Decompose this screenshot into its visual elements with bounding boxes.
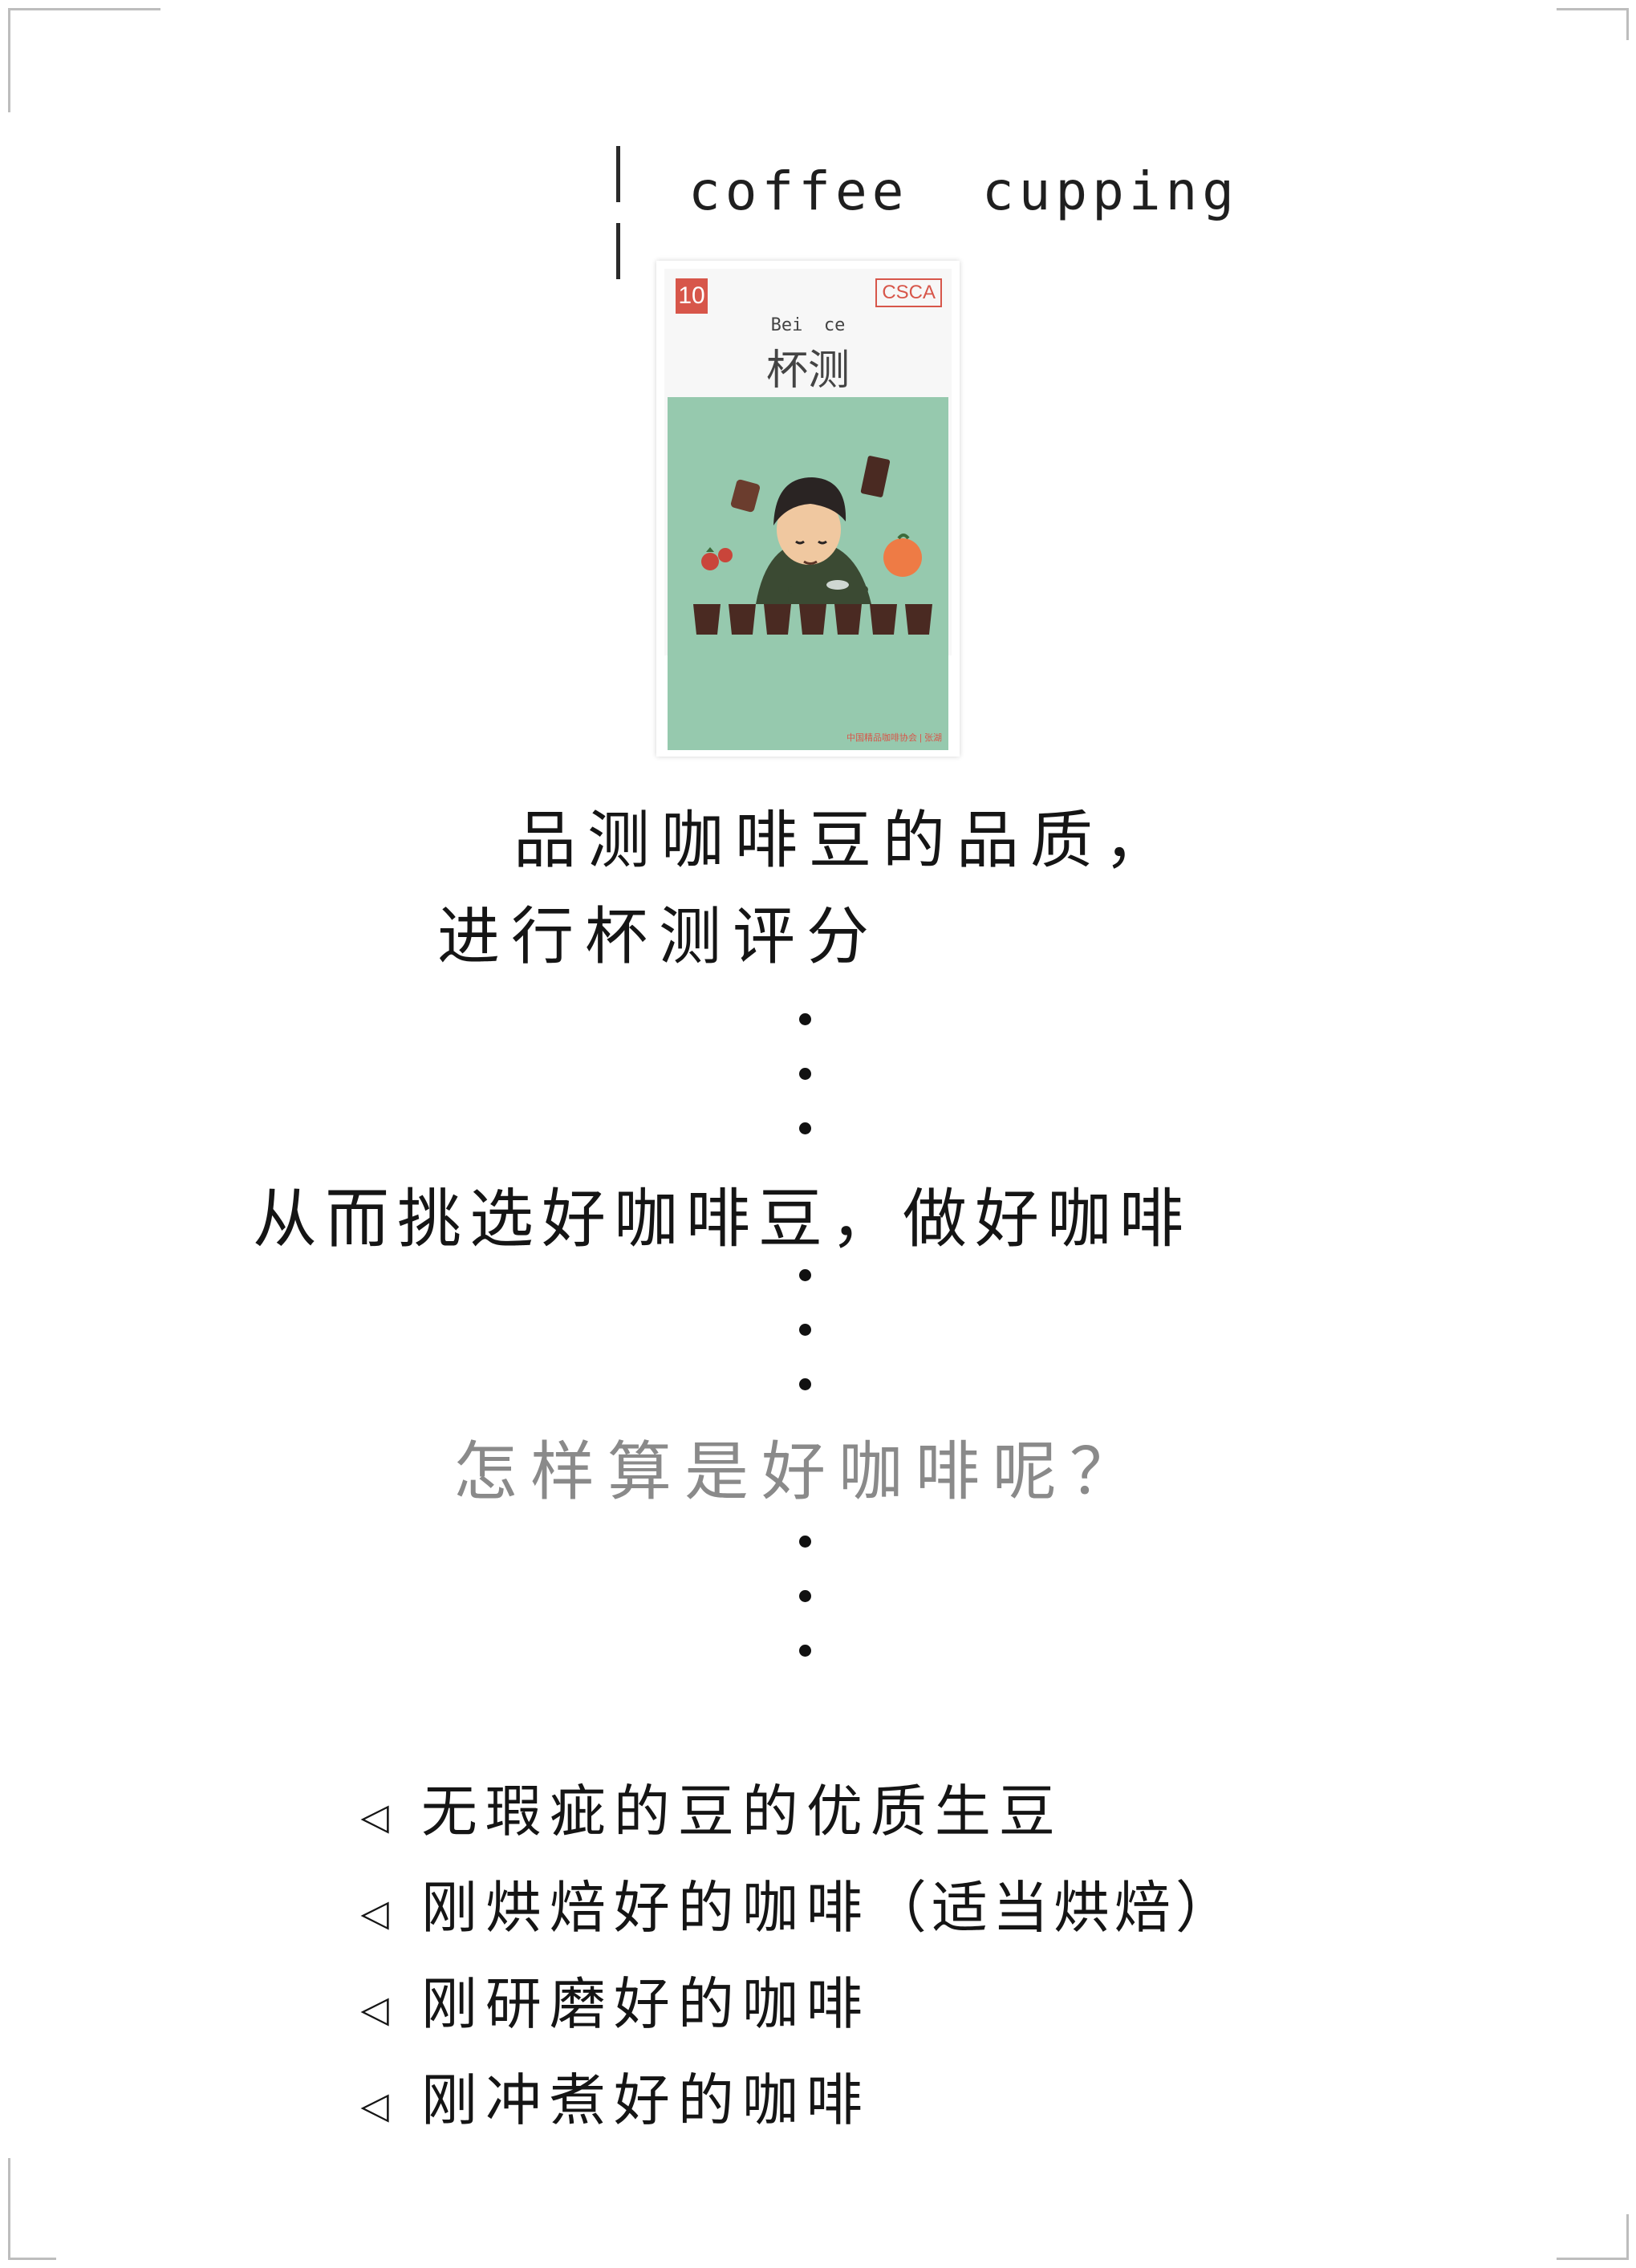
heading-bar-top: [616, 146, 620, 202]
ellipsis-dot: [799, 1536, 811, 1548]
frame-corner-bottom-left-v: [8, 2158, 10, 2260]
card-credit: 中国精品咖啡协会 | 张湖: [846, 733, 942, 743]
frame-corner-bottom-right-v: [1626, 2214, 1629, 2260]
list-item: ◁ 刚烘焙好的咖啡（适当烘焙）: [325, 1797, 1236, 1944]
frame-corner-top-right-v: [1626, 8, 1629, 40]
intro-line-2: 进行杯测评分: [437, 901, 881, 973]
triangle-bullet-icon: ◁: [360, 2083, 389, 2127]
list-item-text: 刚研磨好的咖啡: [420, 1971, 871, 2037]
frame-corner-top-left-h: [8, 8, 160, 10]
cupping-illustration: 中国精品咖啡协会 | 张湖: [668, 397, 948, 750]
card-number-badge: 10: [676, 278, 708, 314]
list-item: ◁ 刚研磨好的咖啡: [325, 1893, 871, 2040]
frame-corner-top-left-v: [8, 8, 10, 112]
frame-corner-bottom-right-h: [1557, 2258, 1629, 2260]
frame-corner-top-right-h: [1557, 8, 1629, 10]
list-item-text: 刚冲煮好的咖啡: [420, 2067, 871, 2133]
list-item: ◁ 刚冲煮好的咖啡: [325, 1990, 871, 2136]
list-item-text: 无瑕疵的豆的优质生豆: [420, 1779, 1063, 1844]
list-item-text: 刚烘焙好的咖啡: [420, 1875, 871, 1941]
ellipsis-dot: [799, 1324, 811, 1336]
triangle-bullet-icon: ◁: [360, 1987, 389, 2031]
cupping-card: 10 CSCA Bei ce 杯测: [656, 261, 960, 757]
triangle-bullet-icon: ◁: [360, 1891, 389, 1934]
taster-illustration-icon: [693, 456, 932, 635]
card-pinyin: Bei ce: [770, 315, 846, 335]
ellipsis-dot: [799, 1068, 811, 1080]
ellipsis-dot: [799, 1122, 811, 1134]
triangle-bullet-icon: ◁: [360, 1795, 389, 1838]
card-title: 杯测: [765, 347, 850, 395]
ellipsis-dot: [799, 1013, 811, 1025]
list-item: ◁ 无瑕疵的豆的优质生豆: [325, 1701, 1063, 1848]
card-org-badge: CSCA: [875, 278, 942, 307]
ellipsis-dot: [799, 1645, 811, 1657]
ellipsis-dot: [799, 1590, 811, 1602]
ellipsis-dot: [799, 1269, 811, 1281]
list-item-note: （适当烘焙）: [870, 1875, 1236, 1941]
question-line: 怎样算是好咖啡呢？: [453, 1434, 1147, 1509]
heading-title: coffee cupping: [688, 160, 1240, 222]
statement-line: 从而挑选好咖啡豆，做好咖啡: [253, 1182, 1191, 1256]
heading-bar-bottom: [616, 223, 620, 279]
intro-line-1: 品测咖啡豆的品质，: [514, 805, 1179, 877]
ellipsis-dot: [799, 1378, 811, 1390]
frame-corner-bottom-left-h: [8, 2258, 56, 2260]
